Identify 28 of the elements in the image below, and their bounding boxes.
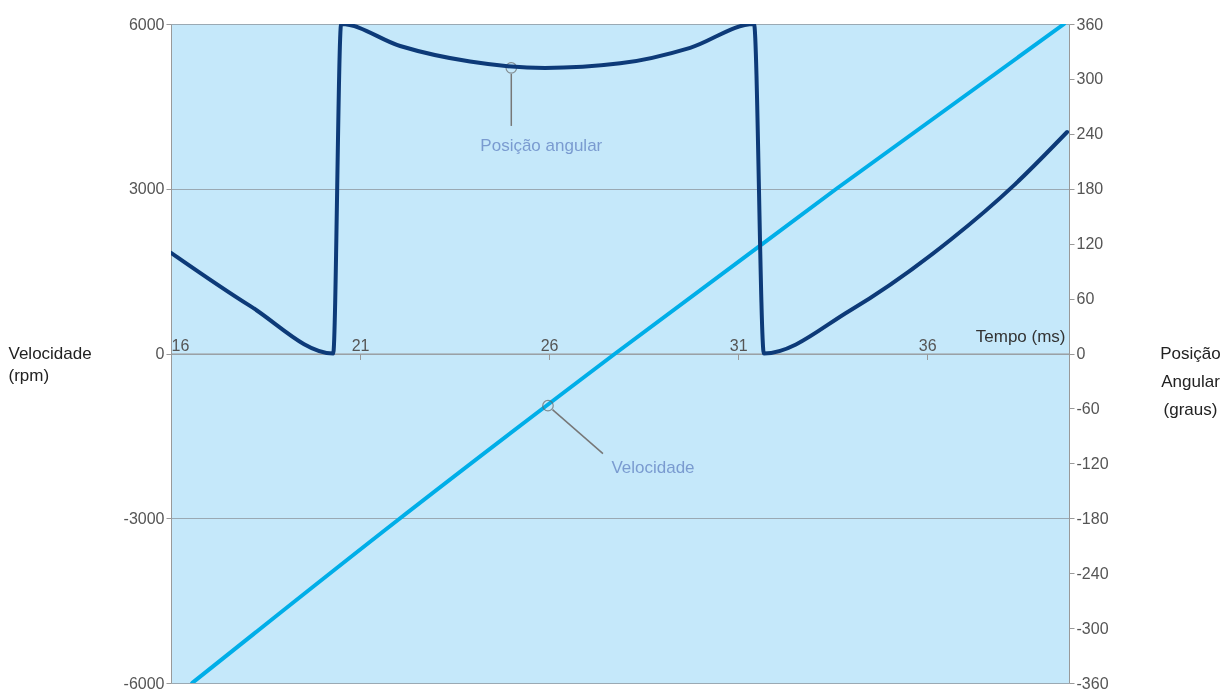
y2-tick-label: -300 xyxy=(1076,619,1109,637)
x-tick-label: 36 xyxy=(918,337,937,354)
y2-tick-label: 360 xyxy=(1076,15,1104,33)
y-tick-label: -3000 xyxy=(123,509,165,527)
y2-tick-label: 60 xyxy=(1076,290,1095,308)
y2-tick-label: -360 xyxy=(1076,674,1109,692)
annotation: Velocidade xyxy=(611,457,695,477)
y-tick-label: -6000 xyxy=(123,674,165,692)
y2-tick-label: 240 xyxy=(1076,125,1104,143)
y-tick-label: 6000 xyxy=(128,15,165,33)
x-tick-label: 16 xyxy=(171,337,190,354)
y2-tick-label: 120 xyxy=(1076,235,1104,253)
y-tick-label: 3000 xyxy=(128,180,165,198)
x-tick-label: 26 xyxy=(540,337,559,354)
x-axis-title: Tempo (ms) xyxy=(975,327,1066,346)
y2-tick-label: -240 xyxy=(1076,564,1109,582)
y-axis-title: Velocidade (rpm) xyxy=(8,344,92,385)
y-tick-label: 0 xyxy=(155,345,165,362)
x-tick-label: 31 xyxy=(729,337,748,354)
y2-tick-label: -180 xyxy=(1076,509,1109,527)
y2-tick-label: 300 xyxy=(1076,70,1104,88)
y2-tick-label: -120 xyxy=(1076,454,1109,472)
x-tick-label: 21 xyxy=(351,337,370,354)
y2-tick-label: -60 xyxy=(1076,399,1100,417)
y2-tick-label: 0 xyxy=(1076,345,1086,362)
y2-tick-label: 180 xyxy=(1076,180,1104,198)
y2-axis-title: Posição Angular (graus) xyxy=(1160,344,1221,419)
annotation: Posição angular xyxy=(480,135,603,155)
